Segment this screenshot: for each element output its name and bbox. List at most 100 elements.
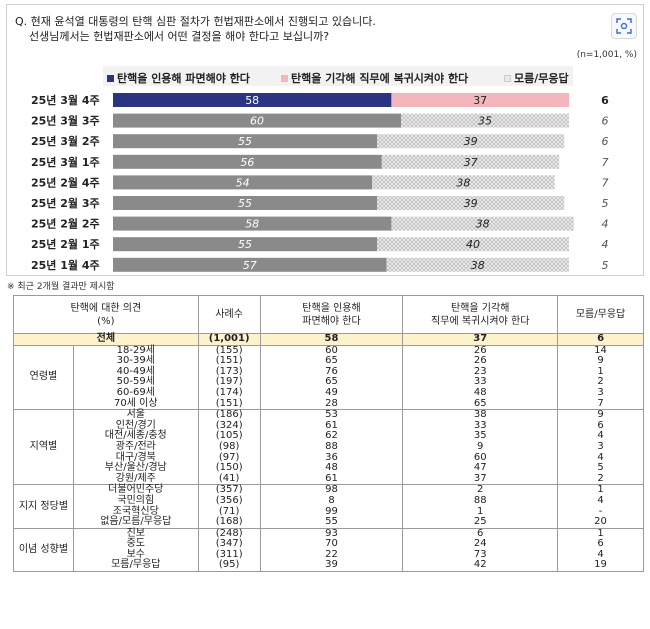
bar-reject: [372, 175, 555, 190]
row-n: (174): [197, 387, 261, 399]
row-dk: 14: [557, 344, 644, 357]
row-label: 60-69세: [72, 387, 199, 399]
value-label-reject: 35: [478, 115, 492, 128]
row-reject: 42: [402, 560, 559, 573]
header-reject: 탄핵을 기각해 직무에 복귀시켜야 한다: [402, 295, 559, 334]
row-n: (173): [197, 366, 261, 378]
bar-reject: [386, 257, 569, 272]
row-n: (151): [197, 398, 261, 411]
value-label-dk: 5: [602, 259, 609, 272]
row-impeach: 98: [259, 484, 404, 496]
row-dk: 1: [557, 366, 644, 378]
row-impeach: 76: [259, 366, 404, 378]
group-label: 연령별: [13, 344, 74, 411]
row-impeach: 36: [259, 452, 404, 464]
row-impeach: 49: [259, 387, 404, 399]
row-dk: 1: [557, 484, 644, 496]
bar-reject: [401, 113, 569, 128]
row-dk: 20: [557, 516, 644, 529]
row-impeach: 61: [259, 473, 404, 486]
value-label-reject: 40: [466, 238, 480, 251]
value-label-impeach: 56: [240, 156, 254, 169]
value-label-dk: 4: [602, 218, 609, 231]
row-impeach: 28: [259, 398, 404, 411]
row-reject: 37: [402, 473, 559, 486]
header-impeach-l2: 파면해야 한다: [302, 315, 361, 327]
row-n: (41): [197, 473, 261, 486]
legend-dk: 모름/무응답: [504, 70, 569, 86]
row-impeach: 99: [259, 506, 404, 518]
header-n: 사례수: [197, 295, 261, 334]
total-dk: 6: [557, 333, 644, 346]
table-body: 전체 (1,001) 58 37 6 연령별 18-29세 (155) 60 26 14 3…: [13, 333, 644, 573]
bar-impeach: [113, 257, 387, 272]
row-impeach: 60: [259, 344, 404, 357]
value-label-impeach: 55: [238, 135, 252, 148]
bar-reject: [377, 237, 569, 252]
row-dk: 3: [557, 387, 644, 399]
total-label: 전체: [13, 333, 199, 346]
value-label-dk: 6: [602, 115, 609, 128]
bar-impeach: [113, 196, 377, 210]
header-opinion: 탄핵에 대한 의견 (%): [13, 295, 199, 334]
row-n: (71): [197, 506, 261, 518]
legend-reject-label: 탄핵을 기각해 직무에 복귀시켜야 한다: [291, 72, 469, 85]
sample-note: (n=1,001, %): [576, 50, 637, 60]
category-label: 25년 3월 2주: [31, 134, 100, 148]
row-n: (105): [197, 431, 261, 442]
bar-impeach: [113, 175, 373, 190]
row-n: (150): [197, 463, 261, 474]
legend-dk-label: 모름/무응답: [514, 72, 569, 85]
row-n: (95): [197, 560, 261, 573]
total-reject: 37: [402, 333, 559, 346]
row-dk: 19: [557, 560, 644, 573]
results-table-wrap: 탄핵에 대한 의견 (%) 사례수 탄핵을 인용해 파면해야 한다 탄핵을 기각해 직…: [13, 295, 644, 573]
row-dk: 5: [557, 463, 644, 474]
value-label-reject: 38: [456, 176, 470, 189]
value-label-dk: 6: [601, 94, 609, 107]
group-label: 지역별: [13, 409, 74, 486]
value-label-reject: 37: [473, 94, 487, 107]
value-label-reject: 38: [471, 259, 485, 272]
header-impeach-l1: 탄핵을 인용해: [302, 302, 361, 314]
table-row: 40-49세 (173) 76 23 1: [14, 366, 644, 378]
row-impeach: 53: [259, 409, 404, 421]
category-label: 25년 3월 4주: [31, 93, 100, 107]
row-reject: 25: [402, 516, 559, 529]
scan-button[interactable]: [611, 13, 637, 39]
legend-impeach-label: 탄핵을 인용해 파면해야 한다: [117, 72, 250, 85]
row-reject: 88: [402, 495, 559, 507]
bar-impeach: [113, 134, 377, 149]
value-label-reject: 39: [464, 197, 478, 210]
table-row: 보수 (311) 22 73 4: [14, 549, 644, 561]
value-label-impeach: 60: [250, 115, 264, 128]
row-n: (356): [197, 495, 261, 507]
row-dk: 2: [557, 473, 644, 486]
row-reject: 48: [402, 387, 559, 399]
row-dk: 6: [557, 539, 644, 550]
category-label: 25년 2월 2주: [31, 217, 100, 231]
row-dk: 9: [557, 409, 644, 421]
row-impeach: 88: [259, 441, 404, 453]
category-label: 25년 3월 1주: [31, 155, 100, 169]
value-label-impeach: 55: [238, 238, 252, 251]
category-label: 25년 2월 3주: [31, 196, 100, 210]
bar-reject: [391, 93, 569, 107]
bar-reject: [377, 134, 565, 149]
row-reject: 65: [402, 398, 559, 411]
row-n: (357): [197, 484, 261, 496]
table-row: 부산/울산/경남 (150) 48 47 5: [14, 463, 644, 474]
row-dk: -: [557, 506, 644, 518]
row-label: 없음/모름/무응답: [72, 516, 199, 529]
table-row: 광주/전라 (98) 88 9 3: [14, 441, 644, 453]
row-dk: 4: [557, 495, 644, 507]
row-reject: 9: [402, 441, 559, 453]
row-dk: 3: [557, 441, 644, 453]
row-n: (324): [197, 420, 261, 432]
value-label-reject: 37: [464, 156, 478, 169]
value-label-impeach: 54: [236, 176, 250, 189]
legend-impeach: 탄핵을 인용해 파면해야 한다: [107, 70, 250, 86]
header-reject-l2: 직무에 복귀시켜야 한다: [431, 315, 530, 327]
row-impeach: 70: [259, 539, 404, 550]
row-label: 모름/무응답: [72, 560, 199, 573]
